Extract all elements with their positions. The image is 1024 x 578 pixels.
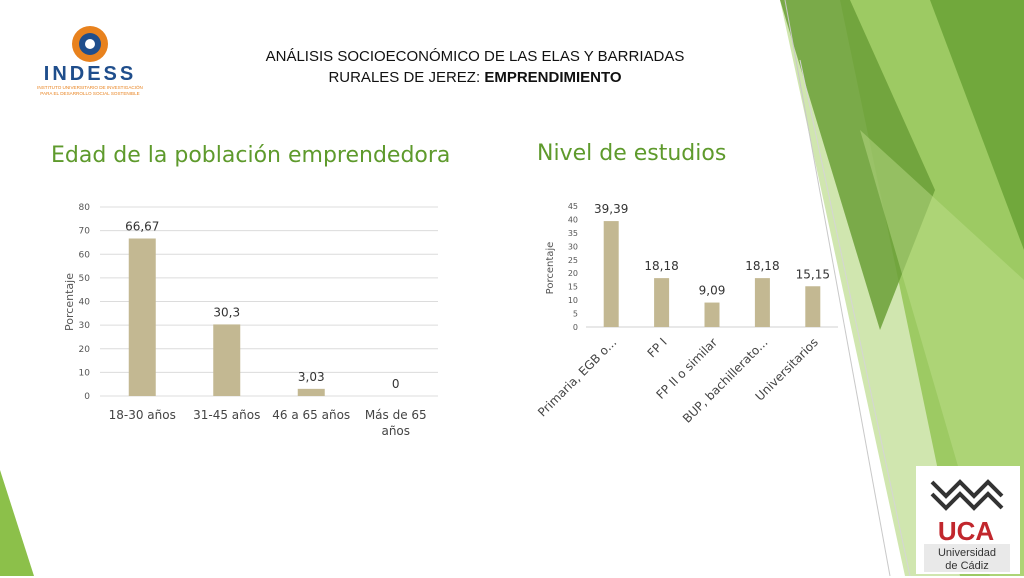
data-label: 15,15: [796, 267, 830, 281]
chart-title-age: Edad de la población emprendedora: [51, 143, 451, 168]
bar: [603, 221, 619, 327]
uca-logo: UCA Universidad de Cádiz: [916, 466, 1020, 574]
y-tick-label: 5: [573, 310, 578, 319]
category-label: Primaria, EGB o...: [535, 335, 619, 419]
bar: [654, 278, 670, 327]
slide-title-line2-prefix: RURALES DE JEREZ:: [328, 69, 485, 86]
y-tick-label: 80: [79, 203, 91, 213]
deco-line-1: [784, 0, 891, 576]
y-tick-label: 10: [568, 296, 578, 305]
indess-logo: INDESS INSTITUTO UNIVERSITARIO DE INVEST…: [18, 20, 168, 100]
y-tick-label: 20: [79, 345, 91, 355]
data-label: 9,09: [699, 284, 726, 298]
indess-name: INDESS: [44, 63, 136, 85]
uca-name: UCA: [938, 516, 995, 546]
data-label: 18,18: [644, 259, 678, 273]
uca-emblem-icon: [930, 479, 1004, 511]
chart-title-education: Nivel de estudios: [537, 141, 727, 166]
y-tick-label: 40: [79, 298, 91, 308]
data-label: 18,18: [745, 259, 779, 273]
bar: [297, 388, 325, 396]
bar: [128, 238, 156, 396]
bar: [704, 302, 720, 327]
y-axis-label-age: Porcentaje: [63, 273, 76, 331]
data-label: 0: [392, 377, 400, 391]
data-label: 3,03: [298, 370, 325, 384]
bar: [754, 278, 770, 327]
category-label: 31-45 años: [193, 408, 260, 422]
y-tick-label: 50: [79, 274, 91, 284]
uca-line2: de Cádiz: [945, 560, 988, 572]
y-tick-label: 20: [568, 269, 578, 278]
category-label: Más de 65 años: [365, 408, 427, 438]
y-tick-label: 25: [568, 256, 578, 265]
category-label: 46 a 65 años: [272, 408, 350, 422]
y-tick-label: 10: [79, 368, 91, 378]
y-tick-label: 0: [573, 323, 578, 332]
y-tick-label: 15: [568, 283, 578, 292]
y-tick-label: 60: [79, 250, 91, 260]
slide-title: ANÁLISIS SOCIOECONÓMICO DE LAS ELAS Y BA…: [250, 46, 700, 88]
deco-panel-dark: [780, 0, 935, 330]
indess-subtitle-1: INSTITUTO UNIVERSITARIO DE INVESTIGACIÓN: [37, 84, 143, 90]
y-tick-label: 70: [79, 227, 91, 237]
slide-title-line1: ANÁLISIS SOCIOECONÓMICO DE LAS ELAS Y BA…: [265, 48, 685, 65]
y-tick-label: 30: [79, 321, 91, 331]
y-tick-label: 30: [568, 242, 578, 251]
y-axis-label-education: Porcentaje: [545, 242, 556, 295]
category-label: 18-30 años: [109, 408, 176, 422]
y-tick-label: 0: [84, 392, 90, 402]
uca-line1: Universidad: [938, 547, 996, 559]
bar: [805, 286, 821, 327]
deco-line-2: [799, 59, 911, 576]
bar: [213, 324, 241, 396]
deco-panel-accent: [860, 130, 1024, 576]
data-label: 30,3: [213, 305, 240, 319]
corner-triangle-left: [0, 470, 34, 576]
indess-subtitle-2: PARA EL DESARROLLO SOCIAL SOSTENIBLE: [40, 91, 139, 96]
category-label: BUP, bachillerato...: [680, 335, 771, 426]
deco-panel-top-right: [930, 0, 1024, 250]
y-tick-label: 40: [568, 215, 578, 224]
y-tick-label: 35: [568, 229, 578, 238]
slide-title-line2-bold: EMPRENDIMIENTO: [484, 69, 622, 86]
slide-title-line2: RURALES DE JEREZ: EMPRENDIMIENTO: [250, 67, 700, 88]
data-label: 39,39: [594, 202, 628, 216]
y-tick-label: 45: [568, 202, 578, 211]
data-label: 66,67: [125, 219, 159, 233]
category-label: FP I: [645, 335, 670, 360]
